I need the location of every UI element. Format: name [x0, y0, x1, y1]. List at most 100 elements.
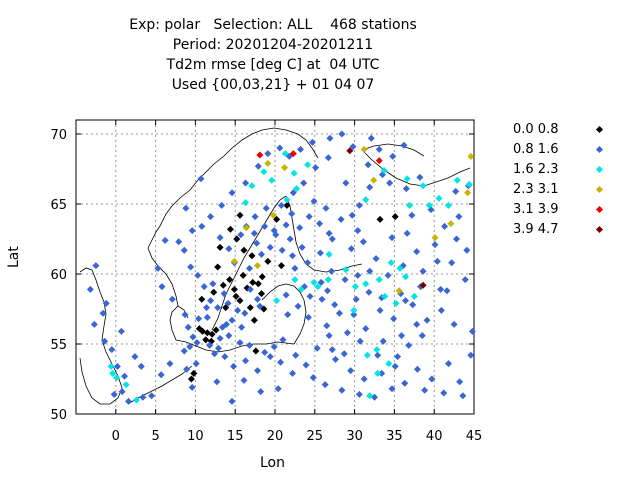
station-point-series-1 [250, 229, 258, 237]
station-point-series-2 [290, 169, 298, 177]
station-point-series-1 [121, 372, 129, 380]
station-point-series-1 [154, 264, 162, 272]
station-point-series-1 [394, 353, 402, 361]
coastline-sweden-west [147, 247, 179, 307]
station-point-series-1 [441, 222, 449, 230]
station-point-series-1 [440, 389, 448, 397]
station-point-series-0 [214, 263, 222, 271]
station-point-series-1 [125, 397, 133, 405]
station-points [86, 130, 476, 405]
coastline-baltic-east [261, 283, 307, 345]
station-point-series-1 [324, 287, 332, 295]
station-point-series-0 [250, 316, 258, 324]
station-point-series-0 [252, 347, 260, 355]
station-point-series-1 [214, 304, 222, 312]
station-point-series-1 [340, 350, 348, 358]
station-point-series-1 [364, 161, 372, 169]
station-point-series-1 [224, 299, 232, 307]
station-point-series-1 [292, 351, 300, 359]
station-point-series-1 [218, 323, 226, 331]
station-point-series-1 [168, 295, 176, 303]
station-point-series-3 [264, 159, 272, 167]
station-point-series-1 [341, 276, 349, 284]
station-point-series-1 [183, 365, 191, 373]
station-point-series-1 [372, 255, 380, 263]
station-point-series-1 [207, 297, 215, 305]
legend-label-4: 3.1 3.9 [513, 202, 559, 217]
station-point-series-1 [418, 332, 426, 340]
station-point-series-1 [328, 235, 336, 243]
station-point-series-1 [365, 288, 373, 296]
station-point-series-0 [254, 280, 262, 288]
station-point-series-1 [296, 145, 304, 153]
station-point-series-4 [289, 150, 297, 158]
station-point-series-0 [233, 235, 241, 243]
station-point-series-1 [408, 211, 416, 219]
station-point-series-1 [282, 221, 290, 229]
station-point-series-0 [202, 336, 210, 344]
station-point-series-0 [210, 288, 218, 296]
station-point-series-1 [433, 257, 441, 265]
station-point-series-3 [253, 262, 261, 270]
station-point-series-1 [166, 360, 174, 368]
station-point-series-2 [373, 346, 381, 354]
station-point-series-1 [317, 278, 325, 286]
station-point-series-0 [257, 290, 265, 298]
station-point-series-0 [226, 276, 234, 284]
station-point-series-1 [398, 332, 406, 340]
station-point-series-1 [237, 231, 245, 239]
station-point-series-1 [448, 259, 456, 267]
station-point-series-1 [338, 386, 346, 394]
station-point-series-0 [391, 213, 399, 221]
station-point-series-2 [381, 292, 389, 300]
station-point-series-1 [203, 313, 211, 321]
station-point-series-2 [362, 280, 370, 288]
station-point-series-2 [260, 168, 268, 176]
station-point-series-0 [277, 262, 285, 270]
station-point-series-1 [207, 213, 215, 221]
title-variable: Td2m rmse [deg C] at 04 UTC [166, 57, 380, 73]
station-point-series-0 [230, 285, 238, 293]
station-point-series-2 [122, 381, 130, 389]
legend-label-5: 3.9 4.7 [513, 222, 559, 237]
station-point-series-1 [264, 150, 272, 158]
station-point-series-1 [360, 375, 368, 383]
station-point-series-1 [254, 162, 262, 170]
station-point-series-2 [283, 196, 291, 204]
station-point-series-1 [354, 271, 362, 279]
station-point-series-1 [366, 183, 374, 191]
station-point-series-1 [246, 264, 254, 272]
station-point-series-2 [396, 264, 404, 272]
station-point-series-0 [190, 369, 198, 377]
station-point-series-1 [388, 234, 396, 242]
station-point-series-1 [379, 337, 387, 345]
station-point-series-1 [419, 267, 427, 275]
station-point-series-0 [198, 295, 206, 303]
station-point-series-1 [241, 309, 249, 317]
station-point-series-3 [360, 145, 368, 153]
station-point-series-1 [456, 378, 464, 386]
station-point-series-1 [331, 301, 339, 309]
station-point-series-1 [342, 179, 350, 187]
station-point-series-1 [384, 271, 392, 279]
title-experiment: Exp: polar Selection: ALL 468 stations [129, 17, 417, 33]
station-point-series-1 [401, 379, 409, 387]
station-point-series-1 [228, 397, 236, 405]
station-point-series-1 [228, 189, 236, 197]
station-point-series-1 [328, 346, 336, 354]
x-tick-label: 15 [227, 429, 244, 444]
station-point-series-2 [425, 201, 433, 209]
station-point-series-1 [195, 315, 203, 323]
title-used: Used {00,03,21} + 01 04 07 [171, 77, 375, 93]
station-point-series-0 [187, 375, 195, 383]
station-point-series-1 [266, 243, 274, 251]
station-point-series-1 [309, 374, 317, 382]
station-point-series-1 [306, 292, 314, 300]
station-point-series-0 [236, 297, 244, 305]
station-point-series-1 [209, 280, 217, 288]
station-point-series-1 [216, 234, 224, 242]
station-point-series-1 [467, 351, 475, 359]
station-point-series-0 [264, 257, 272, 265]
station-point-series-1 [188, 227, 196, 235]
station-point-series-2 [109, 369, 117, 377]
